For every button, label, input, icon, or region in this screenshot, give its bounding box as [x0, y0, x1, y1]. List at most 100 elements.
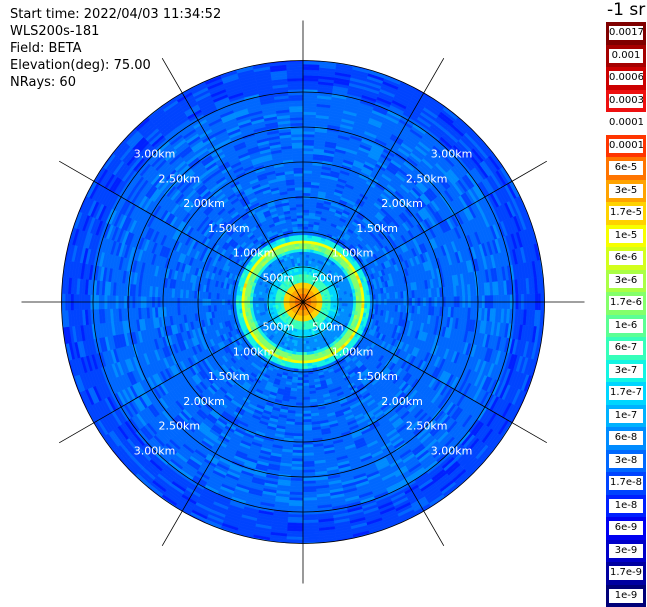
ppi-cell: [302, 399, 311, 404]
ppi-cell: [350, 296, 354, 301]
ppi-cell: [293, 435, 304, 440]
ppi-cell: [302, 419, 312, 423]
ppi-cell: [257, 303, 262, 307]
ppi-cell: [294, 184, 304, 188]
ppi-cell: [302, 338, 306, 342]
ppi-cell: [302, 352, 307, 356]
ppi-cell: [294, 178, 304, 183]
ppi-cell: [299, 259, 304, 264]
ppi-cell: [298, 245, 304, 250]
ppi-cell: [296, 214, 304, 219]
ppi-cell: [241, 295, 245, 301]
ppi-cell: [302, 167, 313, 171]
ppi-cell: [302, 178, 312, 183]
ppi-cell: [302, 427, 313, 432]
ppi-cell: [299, 251, 304, 255]
ppi-cell: [302, 413, 312, 418]
ppi-cell: [294, 419, 304, 423]
ppi-cell: [299, 346, 304, 350]
ppi-cell: [298, 365, 304, 370]
ppi-cell: [296, 382, 304, 387]
ppi-cell: [305, 340, 310, 345]
ppi-cell: [302, 374, 309, 378]
ppi-cell: [302, 242, 308, 247]
ppi-cell: [299, 352, 304, 356]
ppi-cell: [293, 175, 304, 180]
ppi-cell: [302, 186, 312, 191]
ppi-cell: [297, 374, 304, 378]
ppi-cell: [302, 410, 312, 415]
ppi-cell: [297, 223, 304, 227]
ppi-cell: [302, 262, 306, 266]
ppi-cell: [299, 256, 304, 261]
ppi-cell: [302, 237, 308, 241]
ppi-cell: [296, 340, 301, 345]
ppi-cell: [294, 413, 304, 418]
ppi-cell: [341, 297, 346, 301]
ppi-cell: [294, 181, 304, 185]
ppi-cell: [302, 360, 308, 364]
ppi-cell: [338, 297, 343, 301]
ppi-cell: [274, 302, 279, 306]
ppi-cell: [302, 189, 312, 194]
ppi-cell: [302, 393, 310, 398]
ppi-cell: [330, 298, 335, 302]
ppi-cell: [361, 295, 365, 301]
ppi-cell: [299, 349, 304, 353]
ppi-cell: [293, 164, 304, 169]
ppi-cell: [350, 303, 354, 308]
ppi-cell: [302, 245, 308, 250]
ppi-cell: [298, 268, 302, 272]
ppi-cell: [252, 303, 256, 308]
ppi-cell: [300, 338, 304, 342]
ppi-cell: [302, 357, 308, 362]
ppi-cell: [295, 192, 304, 197]
ppi-cell: [302, 234, 308, 239]
ppi-cell: [241, 303, 245, 309]
ppi-cell: [361, 303, 365, 309]
ppi-cell: [297, 379, 304, 384]
ppi-cell: [293, 430, 304, 434]
ppi-cell: [302, 379, 309, 384]
ppi-cell: [302, 254, 307, 258]
ppi-cell: [294, 416, 304, 420]
ppi-cell: [302, 363, 308, 367]
ppi-cell: [294, 189, 304, 194]
ppi-cell: [296, 212, 304, 216]
ppi-cell: [302, 435, 313, 440]
ppi-cell: [358, 303, 363, 309]
ppi-cell: [302, 340, 307, 345]
ppi-cell: [298, 357, 304, 362]
ppi-cell: [293, 424, 304, 429]
ppi-cell: [304, 332, 308, 336]
ppi-cell: [299, 248, 304, 252]
ppi-cell: [298, 234, 304, 239]
ppi-cell: [302, 206, 310, 211]
ppi-cell: [302, 217, 310, 222]
ppi-cell: [302, 365, 308, 370]
ppi-cell: [297, 226, 304, 230]
ppi-cell: [302, 377, 309, 381]
ppi-cell: [302, 248, 307, 252]
ppi-cell: [293, 170, 304, 174]
ppi-cell: [302, 251, 307, 255]
ppi-cell: [355, 295, 360, 301]
ppi-cell: [300, 262, 304, 266]
ppi-cell: [302, 430, 313, 434]
ppi-cell: [302, 164, 313, 169]
ppi-cell: [302, 346, 307, 350]
ppi-cell: [298, 237, 304, 241]
ppi-cell: [299, 254, 304, 258]
ppi-cell: [302, 354, 308, 359]
ppi-cell: [293, 167, 304, 171]
ppi-cell: [355, 303, 360, 309]
ppi-cell: [246, 295, 251, 301]
ppi-cell: [295, 407, 304, 412]
ppi-cell: [293, 172, 304, 177]
ppi-cell: [302, 192, 311, 197]
ppi-cell: [297, 377, 304, 381]
ppi-cells: [61, 60, 545, 544]
ppi-cell: [302, 416, 312, 420]
ppi-cell: [302, 424, 313, 429]
ppi-cell: [352, 303, 357, 308]
